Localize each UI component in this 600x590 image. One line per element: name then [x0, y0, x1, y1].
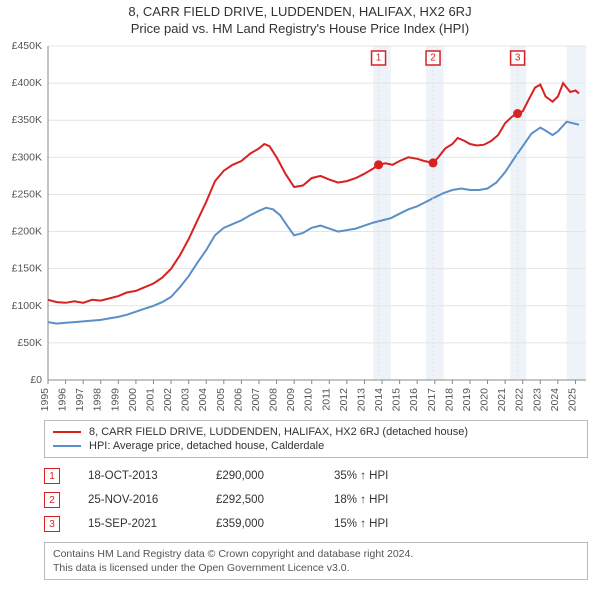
svg-text:£200K: £200K [12, 226, 42, 238]
svg-text:2018: 2018 [443, 388, 455, 412]
svg-text:2017: 2017 [426, 388, 438, 412]
sale-diff: 15% ↑ HPI [334, 518, 388, 530]
sale-price: £292,500 [216, 494, 306, 506]
sale-marker-icon: 2 [44, 492, 60, 508]
svg-text:2007: 2007 [250, 388, 262, 412]
line-chart-svg: £0 £50K £100K £150K £200K £250K £300K £350K £400… [0, 36, 600, 416]
svg-text:2013: 2013 [355, 388, 367, 412]
svg-text:2025: 2025 [566, 388, 578, 412]
svg-text:1995: 1995 [39, 388, 51, 412]
svg-text:2001: 2001 [144, 388, 156, 412]
svg-text:2023: 2023 [531, 388, 543, 412]
svg-text:£300K: £300K [12, 151, 42, 163]
title-address: 8, CARR FIELD DRIVE, LUDDENDEN, HALIFAX,… [0, 4, 600, 19]
svg-text:2022: 2022 [514, 388, 526, 412]
svg-text:2: 2 [430, 53, 436, 64]
svg-text:1998: 1998 [92, 388, 104, 412]
svg-text:£100K: £100K [12, 300, 42, 312]
svg-text:1999: 1999 [109, 388, 121, 412]
sale-date: 18-OCT-2013 [88, 470, 188, 482]
svg-text:£0: £0 [30, 374, 42, 386]
svg-text:2009: 2009 [285, 388, 297, 412]
svg-text:2008: 2008 [268, 388, 280, 412]
legend-item: HPI: Average price, detached house, Cald… [53, 439, 579, 453]
footer-line: This data is licensed under the Open Gov… [53, 561, 579, 575]
sale-date: 15-SEP-2021 [88, 518, 188, 530]
sale-diff: 35% ↑ HPI [334, 470, 388, 482]
svg-text:2015: 2015 [391, 388, 403, 412]
sales-table: 1 18-OCT-2013 £290,000 35% ↑ HPI 2 25-NO… [44, 464, 588, 536]
svg-text:2016: 2016 [408, 388, 420, 412]
legend-label: HPI: Average price, detached house, Cald… [89, 440, 324, 452]
svg-text:£400K: £400K [12, 77, 42, 89]
svg-text:2021: 2021 [496, 388, 508, 412]
svg-text:£350K: £350K [12, 114, 42, 126]
svg-text:2012: 2012 [338, 388, 350, 412]
attribution-footer: Contains HM Land Registry data © Crown c… [44, 542, 588, 580]
svg-text:3: 3 [515, 53, 521, 64]
legend-swatch-1 [53, 431, 81, 433]
sale-marker-icon: 3 [44, 516, 60, 532]
chart-figure: 8, CARR FIELD DRIVE, LUDDENDEN, HALIFAX,… [0, 0, 600, 580]
legend: 8, CARR FIELD DRIVE, LUDDENDEN, HALIFAX,… [44, 420, 588, 458]
svg-text:1: 1 [376, 53, 382, 64]
sale-marker-label: 2 [49, 495, 55, 506]
svg-text:£50K: £50K [17, 337, 42, 349]
legend-label: 8, CARR FIELD DRIVE, LUDDENDEN, HALIFAX,… [89, 426, 468, 438]
footer-line: Contains HM Land Registry data © Crown c… [53, 547, 579, 561]
svg-text:2014: 2014 [373, 388, 385, 412]
svg-text:2002: 2002 [162, 388, 174, 412]
svg-text:2010: 2010 [303, 388, 315, 412]
svg-text:1996: 1996 [57, 388, 69, 412]
legend-item: 8, CARR FIELD DRIVE, LUDDENDEN, HALIFAX,… [53, 425, 579, 439]
sale-date: 25-NOV-2016 [88, 494, 188, 506]
sales-row: 1 18-OCT-2013 £290,000 35% ↑ HPI [44, 464, 588, 488]
chart-area: £0 £50K £100K £150K £200K £250K £300K £350K £400… [0, 36, 600, 416]
sale-price: £359,000 [216, 518, 306, 530]
svg-text:1997: 1997 [74, 388, 86, 412]
sale-marker-label: 3 [49, 519, 55, 530]
sale-marker-icon: 1 [44, 468, 60, 484]
svg-text:2011: 2011 [320, 388, 332, 411]
svg-text:2024: 2024 [549, 388, 561, 412]
svg-text:2005: 2005 [215, 388, 227, 412]
sale-price: £290,000 [216, 470, 306, 482]
title-subtitle: Price paid vs. HM Land Registry's House … [0, 21, 600, 36]
svg-text:£250K: £250K [12, 188, 42, 200]
svg-text:£150K: £150K [12, 263, 42, 275]
sales-row: 3 15-SEP-2021 £359,000 15% ↑ HPI [44, 512, 588, 536]
svg-text:2020: 2020 [479, 388, 491, 412]
svg-text:2000: 2000 [127, 388, 139, 412]
svg-text:£450K: £450K [12, 40, 42, 52]
svg-text:2019: 2019 [461, 388, 473, 412]
sale-marker-label: 1 [49, 471, 55, 482]
svg-text:2003: 2003 [180, 388, 192, 412]
svg-text:2004: 2004 [197, 388, 209, 412]
title-block: 8, CARR FIELD DRIVE, LUDDENDEN, HALIFAX,… [0, 0, 600, 36]
svg-text:2006: 2006 [232, 388, 244, 412]
sale-diff: 18% ↑ HPI [334, 494, 388, 506]
legend-swatch-2 [53, 445, 81, 447]
sales-row: 2 25-NOV-2016 £292,500 18% ↑ HPI [44, 488, 588, 512]
